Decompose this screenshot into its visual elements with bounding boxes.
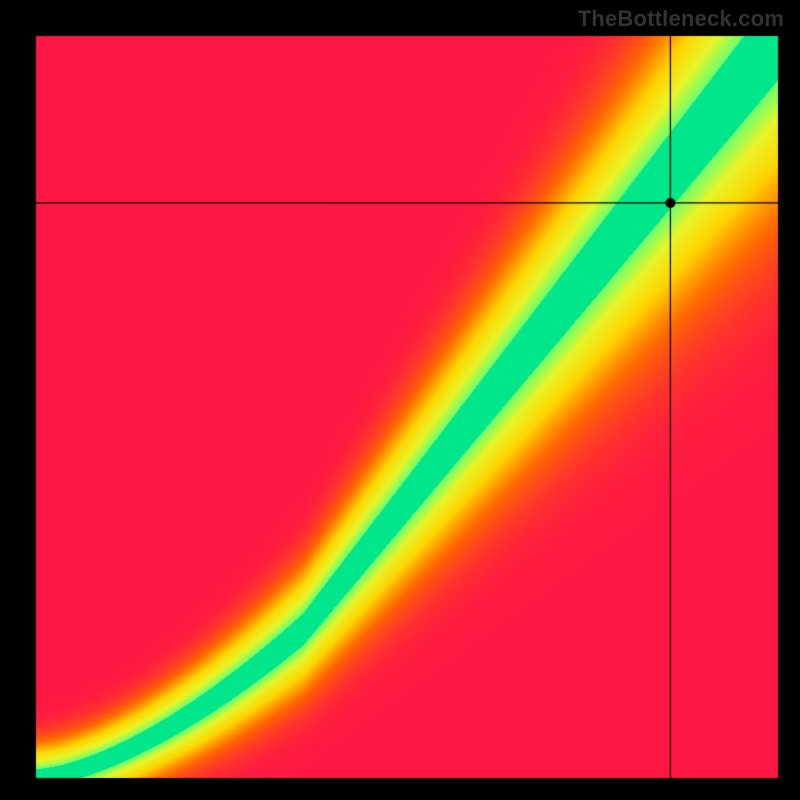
watermark-text: TheBottleneck.com xyxy=(578,6,784,32)
bottleneck-heatmap-canvas xyxy=(0,0,800,800)
chart-container: TheBottleneck.com xyxy=(0,0,800,800)
